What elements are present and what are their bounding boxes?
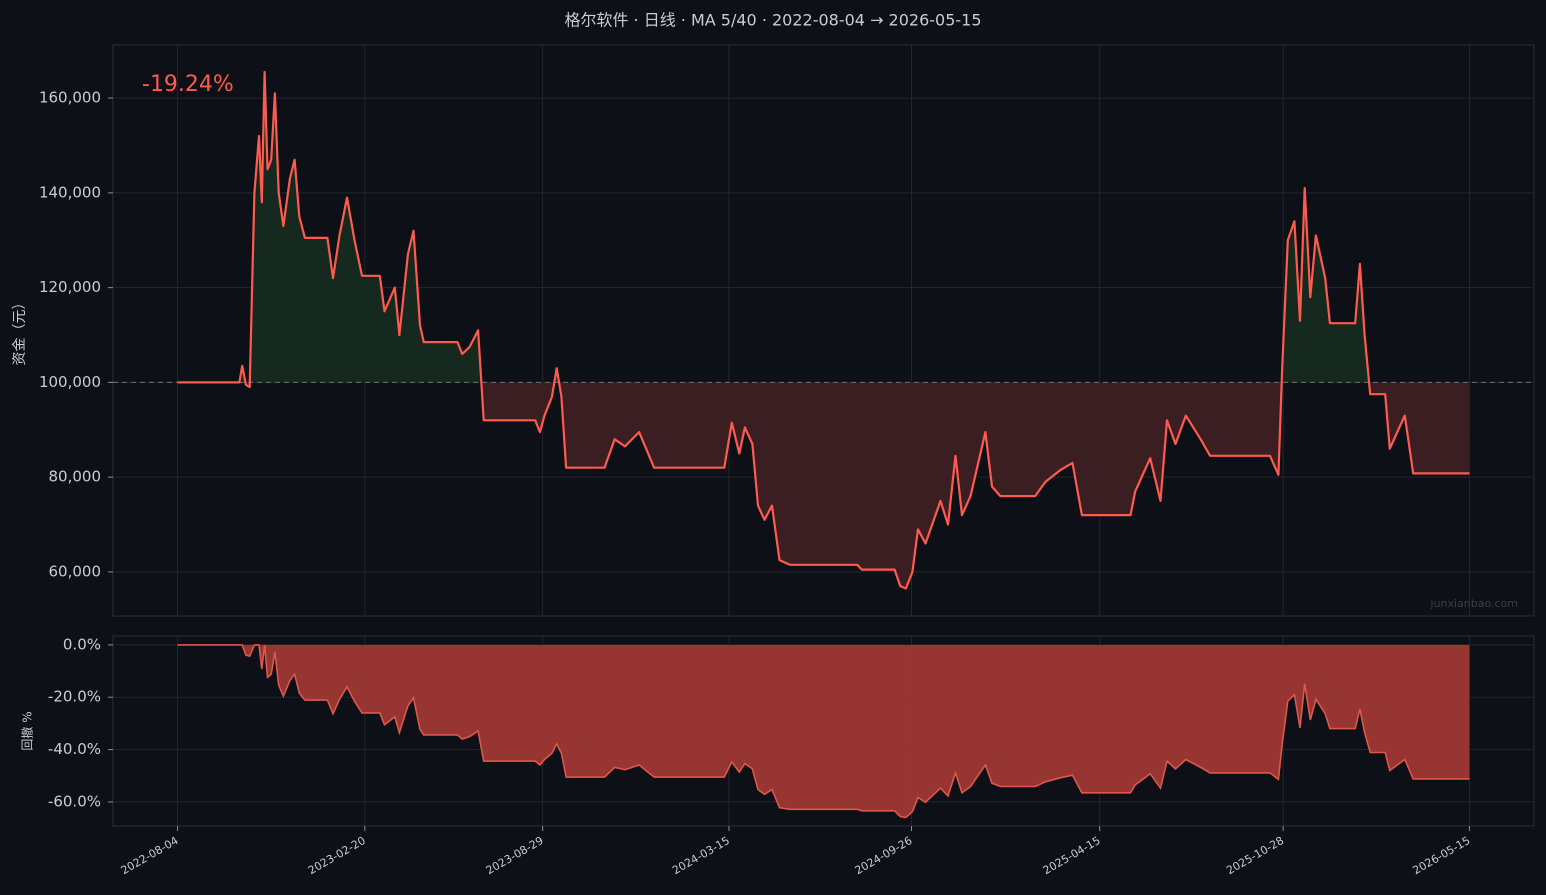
y-tick-label: -20.0% — [48, 688, 101, 706]
drawdown-line — [177, 644, 1470, 819]
y-tick-label: 80,000 — [49, 468, 102, 486]
equity-line — [177, 70, 1470, 590]
chart-title: 格尔软件 · 日线 · MA 5/40 · 2022-08-04 → 2026-… — [564, 11, 981, 30]
annotation: -19.24% — [142, 72, 234, 97]
y-tick-label: 160,000 — [39, 89, 101, 107]
y-tick-label: 120,000 — [39, 278, 101, 296]
area-above — [239, 72, 1370, 383]
watermark: junxianbao.com — [1429, 597, 1518, 610]
y-axis-label: 回撤 % — [20, 711, 35, 750]
y-tick-label: -40.0% — [48, 740, 101, 758]
y-tick-label: 100,000 — [39, 373, 101, 391]
y-axis-label: 资金（元） — [12, 296, 28, 366]
y-tick-label: 60,000 — [49, 562, 102, 580]
y-tick-label: 140,000 — [39, 183, 101, 201]
area-below — [177, 382, 1470, 589]
y-tick-label: 0.0% — [63, 635, 101, 653]
drawdown-area — [177, 644, 1470, 818]
y-tick-label: -60.0% — [48, 792, 101, 810]
